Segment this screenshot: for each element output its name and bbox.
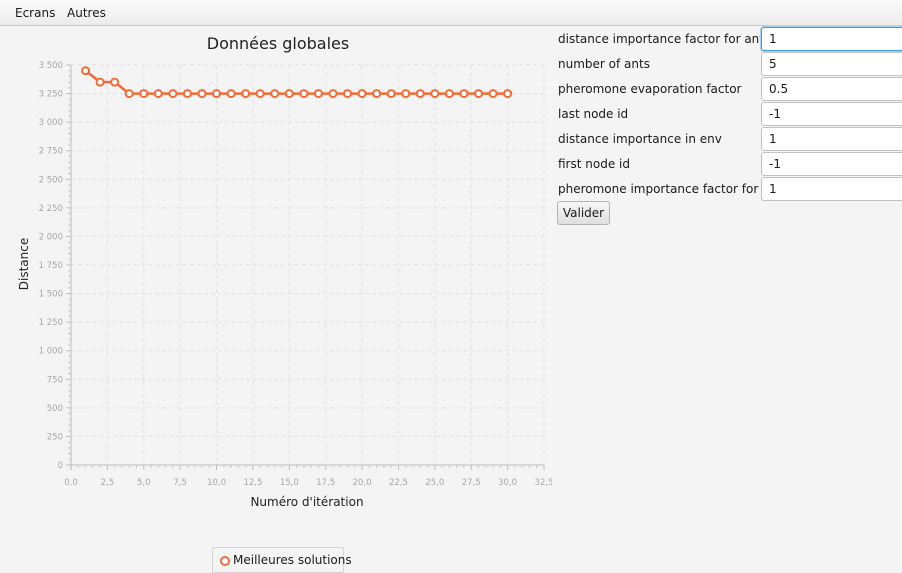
data-point xyxy=(197,89,207,99)
x-tick-label: 22,5 xyxy=(389,478,408,488)
y-tick-label: 1 750 xyxy=(39,261,63,271)
label-pheromone-importance-factor: pheromone importance factor for ants xyxy=(558,182,789,196)
y-tick-label: 3 250 xyxy=(39,90,63,100)
data-point xyxy=(110,77,120,87)
data-point xyxy=(503,89,513,99)
input-pheromone-evaporation-factor[interactable] xyxy=(761,77,902,101)
data-point xyxy=(255,89,265,99)
parameters-form: distance importance factor for ants numb… xyxy=(552,27,902,227)
data-point xyxy=(313,89,323,99)
y-tick-label: 250 xyxy=(47,432,63,442)
input-distance-importance-factor[interactable] xyxy=(761,27,902,51)
data-point xyxy=(81,66,91,76)
y-tick-label: 2 250 xyxy=(39,204,63,214)
y-tick-label: 2 500 xyxy=(39,175,63,185)
data-point xyxy=(153,89,163,99)
y-tick-label: 1 250 xyxy=(39,318,63,328)
data-point xyxy=(226,89,236,99)
data-point xyxy=(299,89,309,99)
data-point xyxy=(444,89,454,99)
y-tick-label: 750 xyxy=(47,375,63,385)
input-distance-importance-in-env[interactable] xyxy=(761,127,902,151)
input-number-of-ants[interactable] xyxy=(761,52,902,76)
y-tick-label: 1 500 xyxy=(39,290,63,300)
data-point xyxy=(124,89,134,99)
data-point xyxy=(284,89,294,99)
label-distance-importance-in-env: distance importance in env xyxy=(558,132,722,146)
legend-label: Meilleures solutions xyxy=(233,553,352,567)
x-tick-label: 0,0 xyxy=(64,478,78,488)
x-tick-label: 2,5 xyxy=(101,478,115,488)
data-point xyxy=(474,89,484,99)
chart-legend: Meilleures solutions xyxy=(212,547,352,573)
data-point xyxy=(357,89,367,99)
chart-area: 0,0 2,5 5,0 7,5 10,0 12,5 15,0 17,5 20,0 22,5 25,0… xyxy=(0,27,552,573)
x-tick-label: 15,0 xyxy=(280,478,299,488)
y-axis-label: Distance xyxy=(17,238,31,290)
series-line xyxy=(84,69,508,95)
menu-ecrans[interactable]: Ecrans xyxy=(15,6,56,20)
input-last-node-id[interactable] xyxy=(761,102,902,126)
x-tick-label: 10,0 xyxy=(207,478,226,488)
data-point xyxy=(212,89,222,99)
data-point xyxy=(386,89,396,99)
submit-button[interactable]: Valider xyxy=(557,201,610,225)
label-last-node-id: last node id xyxy=(558,107,629,121)
legend-symbol-icon xyxy=(220,556,230,566)
x-tick-label: 17,5 xyxy=(316,478,335,488)
data-point xyxy=(168,89,178,99)
input-pheromone-importance-factor[interactable] xyxy=(761,177,902,201)
y-tick-label: 3 500 xyxy=(39,61,63,71)
data-point xyxy=(95,77,105,87)
data-point xyxy=(270,89,280,99)
data-point xyxy=(139,89,149,99)
data-point xyxy=(430,89,440,99)
data-point xyxy=(459,89,469,99)
x-tick-label: 32,5 xyxy=(535,478,552,488)
x-tick-label: 5,0 xyxy=(137,478,151,488)
chart-title: Données globales xyxy=(207,34,349,53)
y-tick-label: 3 000 xyxy=(39,118,63,128)
menu-bar: Ecrans Autres xyxy=(0,0,902,26)
x-tick-label: 7,5 xyxy=(173,478,187,488)
y-tick-label: 0 xyxy=(58,461,63,471)
label-pheromone-evaporation-factor: pheromone evaporation factor xyxy=(558,82,742,96)
y-tick-label: 1 000 xyxy=(39,347,63,357)
x-axis-label: Numéro d'itération xyxy=(250,495,363,509)
x-tick-label: 20,0 xyxy=(353,478,372,488)
label-first-node-id: first node id xyxy=(558,157,630,171)
label-distance-importance-factor: distance importance factor for ants xyxy=(558,32,771,46)
x-tick-label: 12,5 xyxy=(243,478,262,488)
data-point xyxy=(401,89,411,99)
data-point xyxy=(241,89,251,99)
line-chart: 0,0 2,5 5,0 7,5 10,0 12,5 15,0 17,5 20,0 22,5 25,0… xyxy=(17,34,552,509)
x-tick-label: 27,5 xyxy=(462,478,481,488)
input-first-node-id[interactable] xyxy=(761,152,902,176)
y-tick-label: 2 750 xyxy=(39,147,63,157)
data-point xyxy=(488,89,498,99)
data-point xyxy=(343,89,353,99)
x-tick-label: 30,0 xyxy=(498,478,517,488)
label-number-of-ants: number of ants xyxy=(558,57,650,71)
data-point xyxy=(372,89,382,99)
y-tick-label: 2 000 xyxy=(39,232,63,242)
x-tick-label: 25,0 xyxy=(425,478,444,488)
data-point xyxy=(182,89,192,99)
data-point xyxy=(328,89,338,99)
data-point xyxy=(415,89,425,99)
menu-autres[interactable]: Autres xyxy=(67,6,106,20)
y-tick-label: 500 xyxy=(47,404,63,414)
